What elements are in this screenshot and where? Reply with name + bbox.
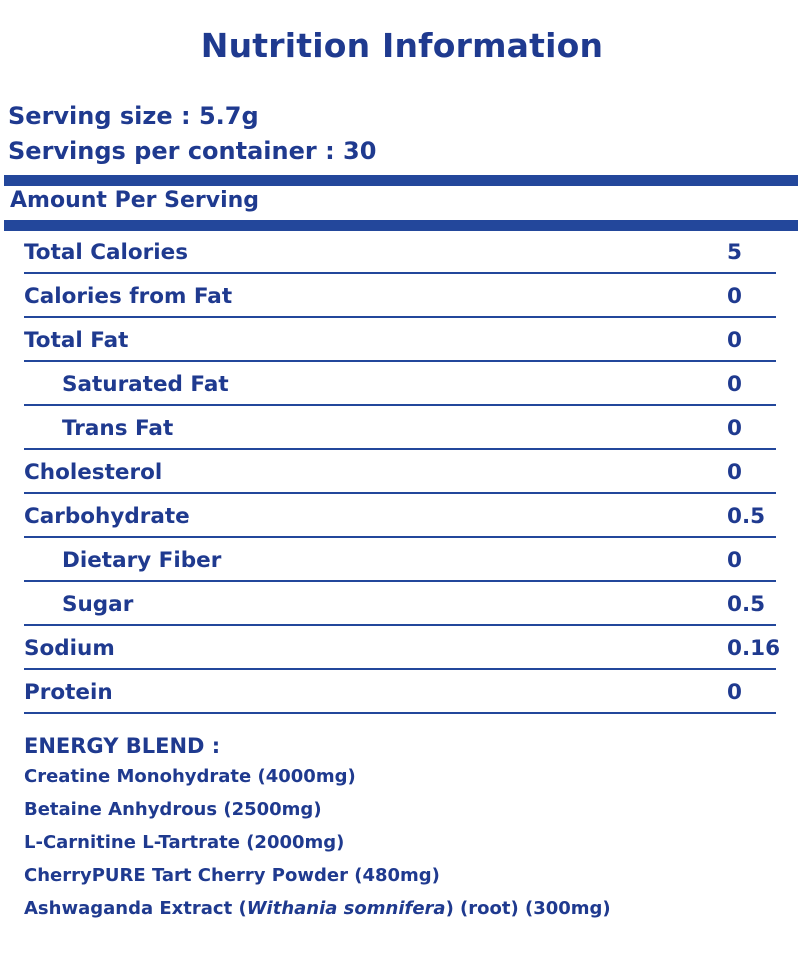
page-title: Nutrition Information: [200, 26, 604, 65]
nutrient-label: Carbohydrate: [24, 504, 190, 529]
nutrient-value: 0: [727, 416, 742, 441]
blend-item: Creatine Monohydrate (4000mg): [24, 766, 356, 787]
amount-per-serving-header: Amount Per Serving: [10, 188, 260, 213]
blend-item: Ashwaganda Extract (Withania somnifera) …: [24, 898, 611, 931]
nutrient-label: Sugar: [62, 592, 134, 617]
nutrient-value: 0: [727, 372, 742, 397]
nutrient-label: Total Fat: [24, 328, 129, 353]
blend-item-latin-name: Withania somnifera: [246, 898, 446, 919]
nutrient-label: Cholesterol: [24, 460, 163, 485]
nutrient-value: 0: [727, 460, 742, 485]
nutrient-label: Protein: [24, 680, 113, 705]
nutrient-row: Sugar 0.5: [24, 582, 776, 626]
nutrient-row: Protein 0: [24, 670, 776, 714]
servings-per-container: Servings per container : 30: [8, 137, 377, 165]
nutrient-label: Dietary Fiber: [62, 548, 222, 573]
blend-item: CherryPURE Tart Cherry Powder (480mg): [24, 865, 440, 886]
nutrient-row: Sodium 0.16: [24, 626, 780, 670]
nutrient-row: Carbohydrate 0.5: [24, 494, 776, 538]
nutrient-value: 0: [727, 548, 742, 573]
nutrient-row: Saturated Fat 0: [24, 362, 776, 406]
nutrient-value: 0.5: [727, 592, 766, 617]
nutrient-row: Dietary Fiber 0: [24, 538, 776, 582]
nutrient-row: Calories from Fat 0: [24, 274, 776, 318]
nutrient-value: 5: [727, 240, 742, 265]
blend-item: L-Carnitine L-Tartrate (2000mg): [24, 832, 345, 853]
nutrient-value: 0: [727, 680, 742, 705]
divider-bar: [4, 220, 798, 231]
blend-item-text: Ashwaganda Extract (: [24, 898, 247, 919]
divider-bar: [4, 175, 798, 186]
nutrient-row: Total Fat 0: [24, 318, 776, 362]
nutrient-value: 0.16: [727, 636, 781, 661]
nutrient-label: Sodium: [24, 636, 115, 661]
nutrient-row: Cholesterol 0: [24, 450, 776, 494]
energy-blend: ENERGY BLEND : Creatine Monohydrate (400…: [24, 734, 611, 931]
nutrient-row: Trans Fat 0: [24, 406, 776, 450]
energy-blend-heading: ENERGY BLEND :: [24, 734, 221, 758]
blend-item-text: ) (root) (300mg): [445, 898, 611, 919]
nutrient-row: Total Calories 5: [24, 230, 776, 274]
nutrient-label: Trans Fat: [62, 416, 174, 441]
nutrient-label: Saturated Fat: [62, 372, 229, 397]
nutrient-table: Total Calories 5 Calories from Fat 0 Total F…: [24, 230, 780, 714]
nutrient-value: 0: [727, 328, 742, 353]
nutrient-label: Calories from Fat: [24, 284, 233, 309]
nutrient-value: 0: [727, 284, 742, 309]
blend-item: Betaine Anhydrous (2500mg): [24, 799, 322, 820]
nutrient-label: Total Calories: [24, 240, 189, 265]
serving-size: Serving size : 5.7g: [8, 102, 259, 130]
nutrient-value: 0.5: [727, 504, 766, 529]
